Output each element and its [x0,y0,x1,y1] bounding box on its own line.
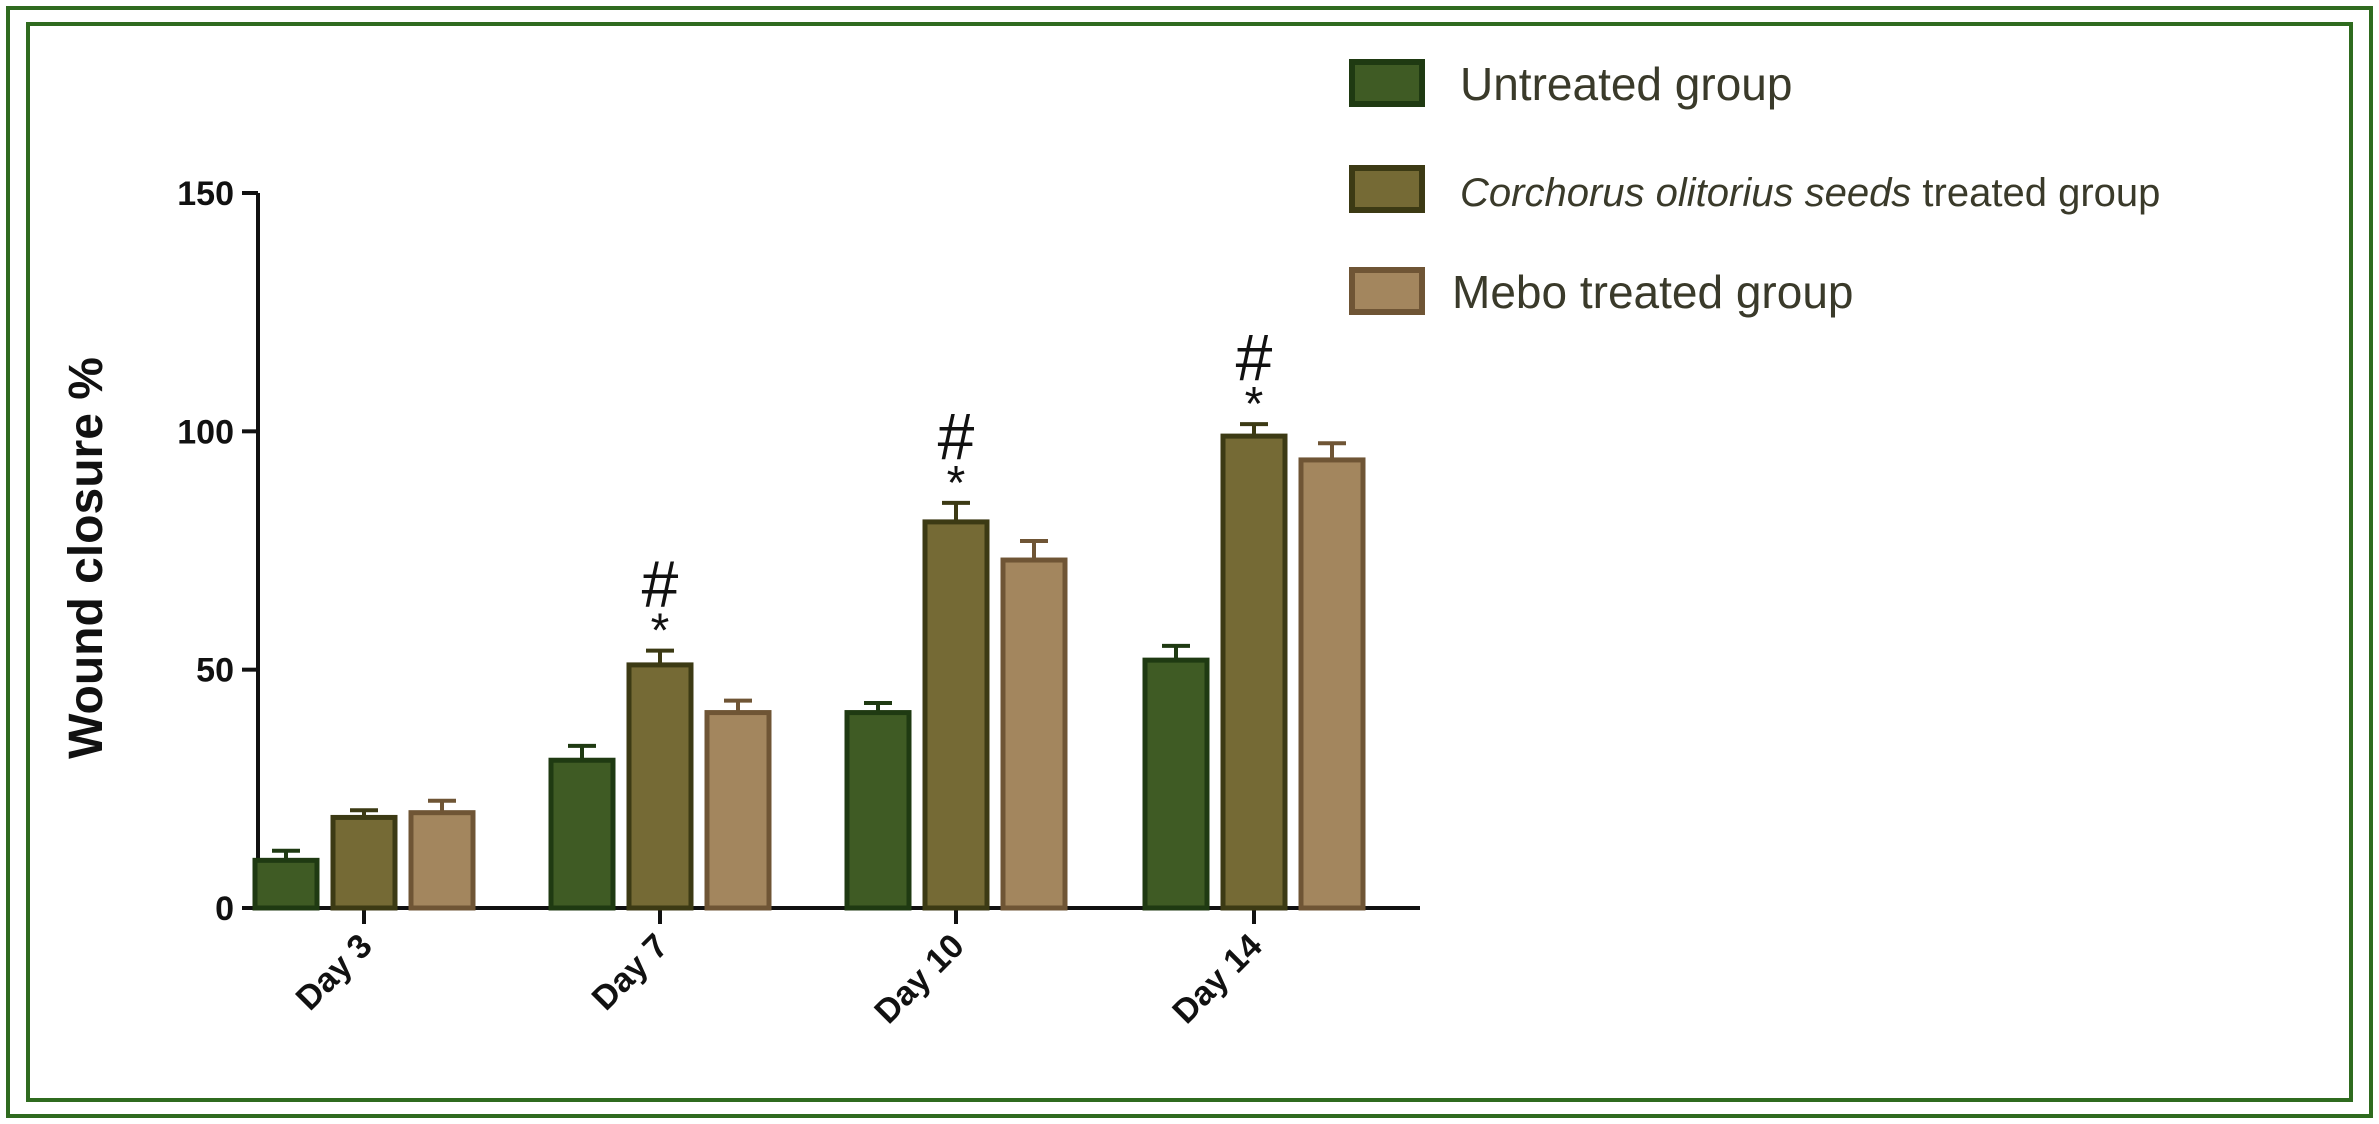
legend-label: Corchorus olitorius seeds treated group [1460,171,2160,215]
bar [922,519,990,911]
y-axis-title: Wound closure % [60,357,113,759]
bar [626,662,694,911]
y-tick-label: 100 [177,413,234,451]
legend-swatch [1349,267,1425,315]
annotations: *#*# *# [642,320,1273,657]
inner-border [26,22,2353,1102]
legend-swatch [1349,165,1425,213]
x-tick-label: Day 3 [289,927,380,1018]
bar [330,814,398,911]
significance-hash: # [1236,320,1273,394]
bar [844,710,912,911]
significance-hash: # [642,547,679,621]
legend-label: Mebo treated group [1452,266,1854,318]
bar [1000,557,1068,911]
x-tick-label: Day 10 [867,927,971,1031]
y-tick-label: 0 [215,890,234,928]
outer-border [6,6,2373,1118]
significance-star: * [651,605,670,658]
significance-star: * [1245,378,1264,431]
y-tick-label: 150 [177,175,234,213]
legend: Untreated group Corchorus olitorius seeds… [1349,58,2160,318]
bar [548,757,616,911]
bar [252,857,320,911]
legend-swatch [1349,59,1425,107]
x-tick-label: Day 7 [585,927,676,1018]
bar [704,710,772,911]
bar [1142,657,1210,911]
significance-hash: # [938,399,975,473]
bars [252,422,1366,911]
bar [1298,457,1366,911]
bar [408,810,476,911]
y-tick-label: 50 [196,652,234,690]
legend-label: Untreated group [1460,58,1792,110]
x-tick-label: Day 14 [1165,927,1269,1031]
bar [1220,433,1288,911]
significance-star: * [947,457,966,510]
